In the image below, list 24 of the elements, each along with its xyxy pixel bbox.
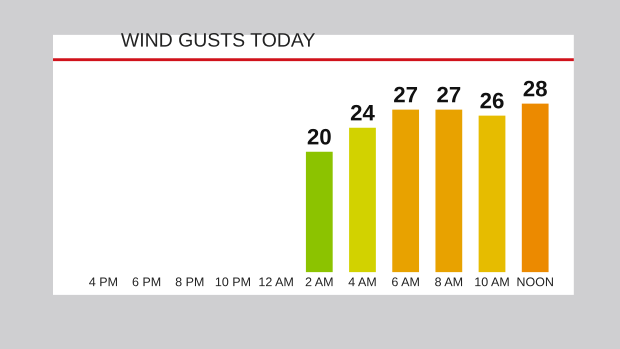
data-label: 27 bbox=[394, 86, 418, 102]
x-tick-label: 4 AM bbox=[348, 278, 376, 286]
data-label: 20 bbox=[308, 128, 331, 145]
x-tick-label: 8 AM bbox=[435, 277, 462, 286]
bar bbox=[392, 110, 420, 272]
x-tick-label: 6 AM bbox=[392, 277, 419, 286]
bar bbox=[522, 104, 549, 272]
bar bbox=[435, 110, 462, 272]
x-tick-label: 2 AM bbox=[306, 277, 333, 286]
data-label: 27 bbox=[437, 86, 460, 102]
data-label: 26 bbox=[480, 92, 504, 109]
data-label: 28 bbox=[524, 80, 547, 96]
x-tick-label: 6 PM bbox=[132, 277, 160, 286]
x-tick-label: 10 PM bbox=[216, 277, 250, 286]
bar bbox=[478, 116, 506, 272]
x-tick-label: 10 AM bbox=[475, 277, 509, 286]
data-label: 24 bbox=[350, 104, 375, 120]
bar bbox=[349, 128, 376, 272]
bar bbox=[306, 152, 333, 272]
x-tick-label: NOON bbox=[517, 277, 553, 286]
x-tick-label: 4 PM bbox=[89, 278, 117, 286]
x-tick-label: 8 PM bbox=[176, 277, 204, 286]
x-tick-label: 12 AM bbox=[259, 277, 293, 286]
chart-title: WIND GUSTS TODAY bbox=[120, 32, 315, 47]
